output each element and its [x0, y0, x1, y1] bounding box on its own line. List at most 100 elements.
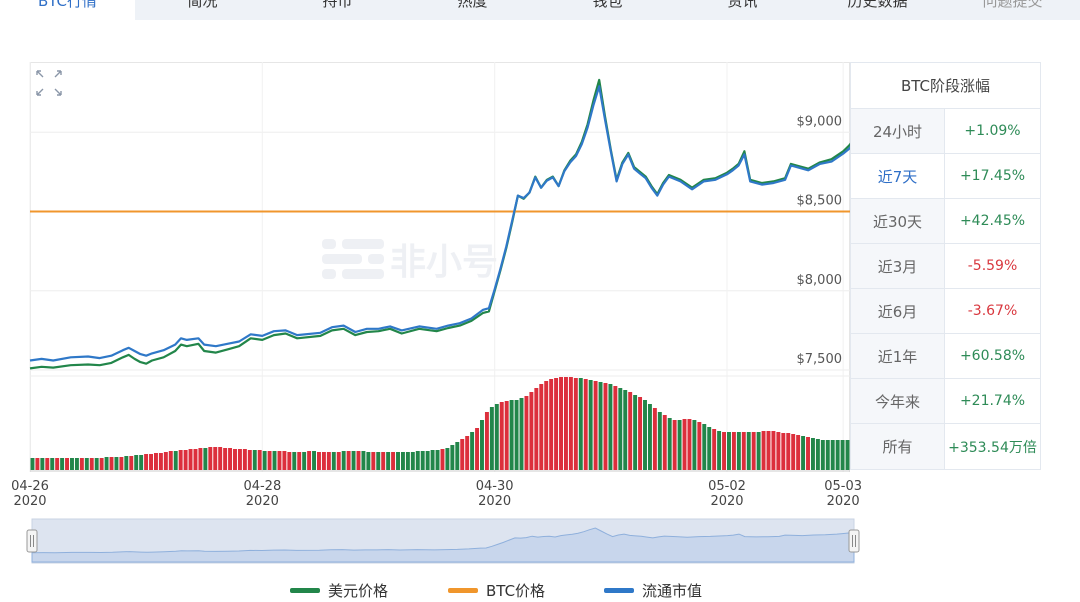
volume-bar	[361, 451, 366, 470]
period-label[interactable]: 近6月	[851, 289, 945, 333]
navigator-handle[interactable]	[26, 529, 38, 553]
period-row[interactable]: 24小时 +1.09%	[851, 109, 1040, 154]
volume-bar	[603, 383, 608, 470]
period-change-value: +60.58%	[959, 348, 1026, 364]
volume-bar	[746, 432, 751, 470]
volume-bar	[351, 451, 356, 470]
volume-bar	[628, 392, 633, 470]
volume-bar	[331, 452, 336, 470]
fullscreen-icon[interactable]	[35, 69, 63, 97]
volume-bar	[682, 419, 687, 470]
watermark-text: 非小号	[390, 242, 499, 283]
period-label[interactable]: 24小时	[851, 109, 945, 153]
x-tick-year: 2020	[710, 494, 743, 509]
volume-bar	[830, 440, 835, 470]
volume-bar	[213, 447, 218, 470]
volume-bar	[514, 400, 519, 470]
volume-bar	[613, 386, 618, 470]
volume-bar	[677, 420, 682, 470]
volume-bar	[114, 457, 119, 470]
tab-0[interactable]: BTC行情	[0, 0, 135, 20]
period-label[interactable]: 所有	[851, 424, 945, 469]
tab-label: 历史数据	[847, 0, 908, 10]
period-row[interactable]: 近6月 -3.67%	[851, 289, 1040, 334]
stage-gains-panel: BTC阶段涨幅 24小时 +1.09% 近7天 +17.45% 近30天 +42.45% 近…	[850, 62, 1041, 470]
volume-bar	[741, 432, 746, 470]
volume-bar	[494, 404, 499, 470]
legend-swatch	[290, 588, 320, 593]
volume-bar	[376, 452, 381, 470]
volume-bar	[430, 450, 435, 470]
tab-1[interactable]: 简况	[135, 0, 270, 20]
volume-bar	[638, 397, 643, 470]
volume-bar	[287, 452, 292, 470]
tab-label: 简况	[187, 0, 218, 10]
volume-bar	[84, 458, 89, 470]
tab-2[interactable]: 持币	[270, 0, 405, 20]
volume-bar	[381, 452, 386, 470]
volume-bar	[341, 451, 346, 470]
volume-bar	[168, 451, 173, 470]
period-label[interactable]: 近1年	[851, 334, 945, 378]
navigator-handle[interactable]	[848, 529, 860, 553]
volume-bar	[791, 434, 796, 470]
tab-7[interactable]: 问题提交	[945, 0, 1080, 20]
x-tick-year: 2020	[13, 494, 46, 509]
volume-bar	[776, 432, 781, 470]
period-row[interactable]: 近1年 +60.58%	[851, 334, 1040, 379]
volume-bar	[845, 440, 850, 470]
tab-3[interactable]: 热度	[405, 0, 540, 20]
tab-4[interactable]: 钱包	[540, 0, 675, 20]
volume-bar	[40, 458, 45, 470]
legend-item[interactable]: BTC价格	[448, 580, 545, 601]
volume-bar	[346, 451, 351, 470]
period-label[interactable]: 今年来	[851, 379, 945, 423]
period-label[interactable]: 近3月	[851, 244, 945, 288]
period-row[interactable]: 今年来 +21.74%	[851, 379, 1040, 424]
period-label[interactable]: 近7天	[851, 154, 945, 198]
volume-bar	[707, 427, 712, 470]
volume-bar	[163, 452, 168, 470]
navigator-area	[31, 527, 855, 563]
volume-bar	[312, 451, 317, 470]
volume-bar	[717, 431, 722, 470]
legend-label: BTC价格	[486, 582, 546, 600]
tab-6[interactable]: 历史数据	[810, 0, 945, 20]
volume-bar	[781, 433, 786, 470]
period-row[interactable]: 所有 +353.54万倍	[851, 424, 1040, 469]
volume-bar	[257, 450, 262, 470]
period-row[interactable]: 近7天 +17.45%	[851, 154, 1040, 199]
volume-bar	[124, 456, 129, 470]
volume-bar	[578, 378, 583, 470]
volume-bar	[242, 449, 247, 470]
volume-bar	[539, 384, 544, 470]
volume-bar	[554, 378, 559, 470]
tab-label: 持币	[322, 0, 353, 10]
volume-bar	[618, 388, 623, 470]
volume-bar	[633, 395, 638, 470]
volume-bar	[134, 455, 139, 470]
period-row[interactable]: 近30天 +42.45%	[851, 199, 1040, 244]
volume-bar	[55, 458, 60, 470]
volume-bar	[420, 451, 425, 470]
period-row[interactable]: 近3月 -5.59%	[851, 244, 1040, 289]
tab-bar: BTC行情 简况 持币 热度 钱包 资讯 历史数据 问题提交	[0, 0, 1080, 20]
volume-bar	[524, 396, 529, 470]
volume-bar	[317, 452, 321, 470]
legend-item[interactable]: 美元价格	[290, 580, 388, 601]
tab-5[interactable]: 资讯	[675, 0, 810, 20]
volume-bar	[786, 433, 791, 470]
period-label[interactable]: 近30天	[851, 199, 945, 243]
period-change-value: +353.54万倍	[948, 439, 1037, 456]
volume-bar	[79, 458, 84, 470]
volume-bar	[178, 450, 183, 470]
volume-bar	[267, 451, 272, 470]
volume-bar	[806, 437, 810, 470]
volume-bar	[405, 452, 410, 470]
volume-bar	[697, 422, 702, 470]
legend-item[interactable]: 流通市值	[604, 580, 702, 601]
x-tick-year: 2020	[827, 494, 860, 509]
volume-bar	[499, 402, 504, 470]
volume-bar	[820, 440, 825, 470]
volume-bar	[386, 452, 391, 470]
